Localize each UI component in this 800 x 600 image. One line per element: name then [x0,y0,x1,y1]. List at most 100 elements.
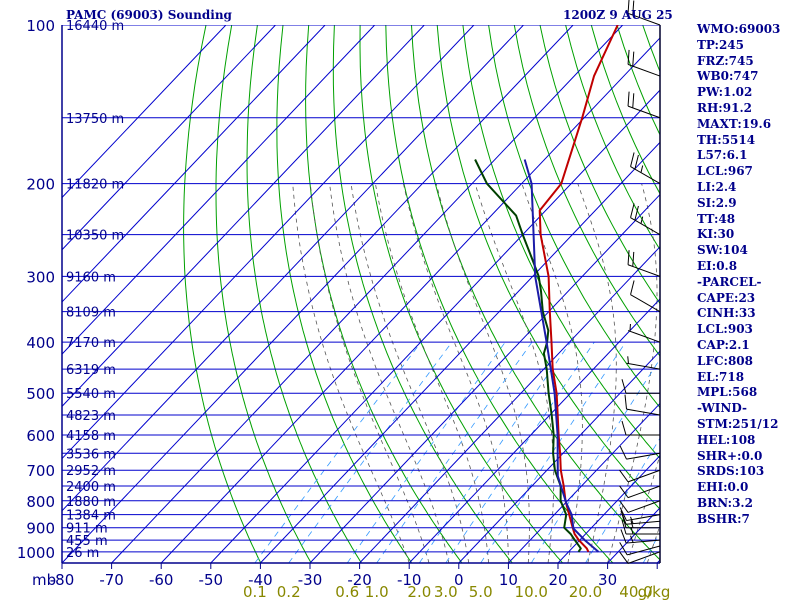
wind-barb-flag [619,551,629,564]
index-item: STM:251/12 [697,416,779,431]
pressure-tick-label: 400 [26,334,55,352]
wind-barb [619,500,661,513]
dry-adiabat [488,25,660,409]
temperature-tick-label: 10 [499,571,518,589]
dry-adiabat [411,25,660,561]
height-label: 911 m [66,522,108,537]
height-label: 10350 m [66,229,124,244]
wind-barb-staff [627,545,661,556]
wind-barb-halfflag [630,535,634,543]
temperature-tick-label: -10 [397,571,422,589]
wind-barb-staff [630,294,661,313]
dry-adiabat [305,25,463,563]
mixing-ratio-label: 2.0 [407,583,431,600]
isotherm [160,37,660,563]
temperature-tick-label: -60 [149,571,174,589]
temperature-tick-label: -20 [347,571,372,589]
index-item: CAP:2.1 [697,337,750,352]
index-item: -PARCEL- [697,274,762,289]
pressure-unit-label: mb [32,571,56,589]
wind-barb-flag [627,49,630,65]
height-label: 26 m [66,546,99,561]
wind-barb [627,91,661,119]
height-label: 7170 m [66,336,116,351]
height-label: 9160 m [66,270,116,285]
pressure-tick-label: 800 [26,493,55,511]
mixing-ratio-label: 1.0 [365,583,389,600]
index-item: SW:104 [697,243,748,258]
mixing-ratio-line [480,341,627,563]
height-label: 1384 m [66,509,116,524]
isotherm [260,141,660,563]
isotherm [111,25,624,563]
index-item: SHR+:0.0 [697,448,763,463]
isotherm [210,89,660,563]
index-item: LFC:808 [697,353,753,368]
index-item: L57:6.1 [697,148,748,163]
wind-barb-staff [627,485,661,499]
wind-barb-halfflag [640,165,644,173]
wind-barb-flag [619,507,627,521]
index-item: BSHR:7 [697,511,750,526]
height-label: 4823 m [66,409,116,424]
moist-adiabat [627,453,660,563]
temperature-tick-label: 0 [454,571,464,589]
mixing-ratio-line [418,341,571,563]
index-item: KI:30 [697,227,735,242]
isotherm [62,25,376,355]
wind-barb-flag [624,394,628,410]
pressure-tick-label: 1000 [17,544,55,562]
wind-barb-staff [627,264,661,277]
index-item: EI:0.8 [697,258,738,273]
dry-adiabat [513,25,660,357]
wind-barb-flag [627,91,630,107]
index-item: MAXT:19.6 [697,116,772,131]
isotherm [62,25,425,408]
temperature-tick-label: 20 [548,571,567,589]
index-item: LCL:967 [697,164,753,179]
wind-barb-staff [627,330,661,343]
wind-barb [627,323,661,343]
mixing-ratio-unit: g/kg [638,583,671,600]
wind-barb [619,542,661,556]
wind-barb-staff [627,105,661,119]
isotherm [62,25,227,199]
wind-barb [619,445,661,460]
index-item: EHI:0.0 [697,480,749,495]
index-item: RH:91.2 [697,100,752,115]
wind-barb [619,485,661,499]
wind-barb-flag [630,152,635,167]
wind-barb-flag [619,542,628,556]
wind-barb-flag [620,529,627,544]
moist-adiabat [403,183,509,563]
height-label: 8109 m [66,306,116,321]
wind-barb-flag [621,379,627,394]
isotherm [62,25,276,251]
index-item: BRN:3.2 [697,495,753,510]
dry-adiabat [565,25,660,251]
pressure-tick-label: 900 [26,520,55,538]
isotherm [62,25,524,512]
index-item: TT:48 [697,211,736,226]
height-label: 1880 m [66,495,116,510]
wind-barb [621,420,660,436]
wind-barb-staff [626,539,661,544]
wind-barb-flag [630,280,635,295]
wind-barb-staff [627,500,661,513]
pressure-tick-label: 500 [26,385,55,403]
wind-barb-staff [630,217,661,236]
wind-barb-flag [619,485,629,498]
mixing-ratio-label: 20.0 [569,583,602,600]
moist-adiabat [292,183,410,563]
wind-barb-flag [634,205,639,221]
mixing-ratio-line [376,341,533,563]
mixing-ratio-label: 0.1 [243,583,267,600]
height-label: 2952 m [66,464,116,479]
index-item: HEL:108 [697,432,756,447]
height-label: 455 m [66,534,108,549]
wind-barb-flag [621,519,627,535]
mixing-ratio-label: 0.6 [335,583,359,600]
wind-barb [627,0,661,26]
index-item: -WIND- [697,401,747,416]
wind-barb-flag [627,0,630,14]
